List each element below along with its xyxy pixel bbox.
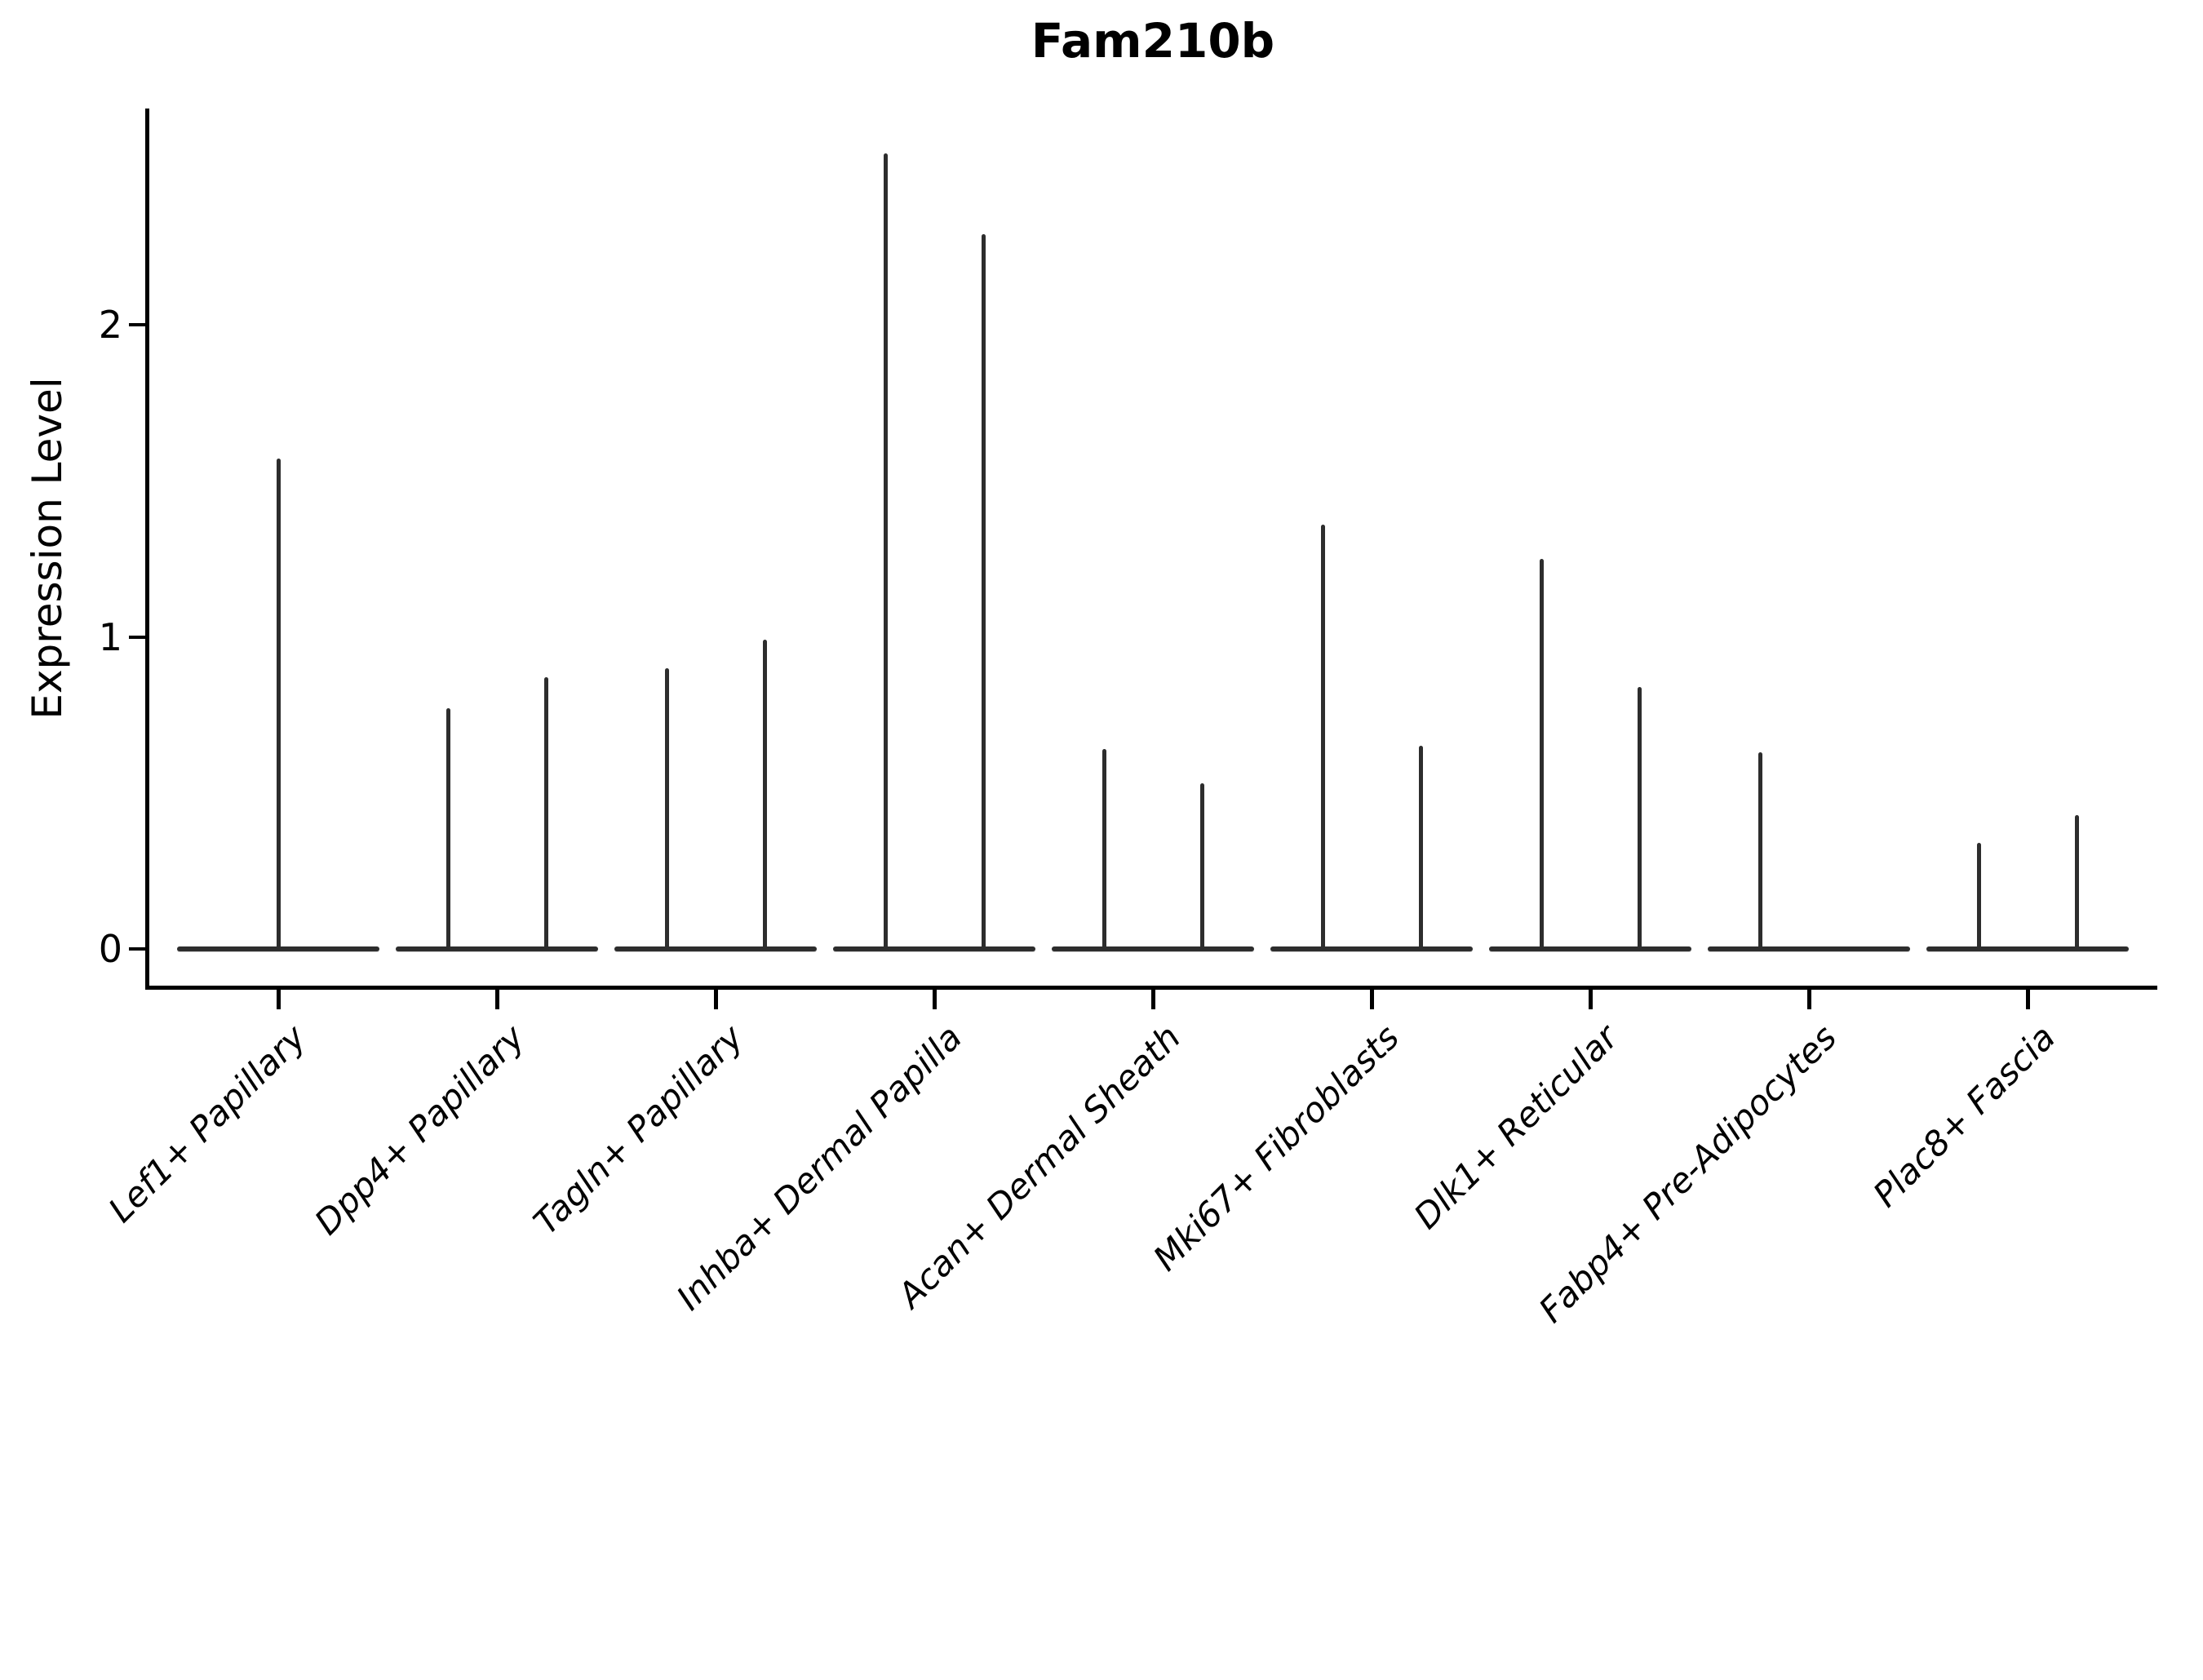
y-tick-label: 0	[98, 927, 122, 971]
violin-max-spike	[544, 677, 548, 949]
violin-max-spike	[1321, 524, 1325, 949]
violin-plot-figure: Fam210b Expression Level 0 1 2 Lef1+ Papill…	[24, 13, 2157, 1330]
x-tick-mark	[1151, 990, 1155, 1009]
violin-max-spike	[277, 459, 281, 949]
violin-body-zero-line	[177, 946, 379, 951]
violin-max-spike	[2075, 814, 2079, 949]
violin-body-zero-line	[1270, 946, 1473, 951]
y-tick-mark	[129, 323, 147, 326]
y-tick-label: 1	[98, 614, 122, 659]
x-axis-spine	[145, 986, 2157, 990]
violin-max-spike	[1977, 842, 1981, 949]
x-tick-label: Lef1+ Papillary	[100, 1017, 314, 1230]
x-tick-mark	[1589, 990, 1593, 1009]
x-tick-mark	[277, 990, 281, 1009]
violin-max-spike	[1540, 558, 1544, 949]
violin-max-spike	[982, 234, 986, 949]
violin-max-spike	[763, 640, 767, 949]
violin-max-spike	[1200, 783, 1204, 949]
x-tick-mark	[714, 990, 718, 1009]
y-axis-label: Expression Level	[24, 377, 71, 720]
violin-max-spike	[446, 708, 450, 949]
violin-body-zero-line	[614, 946, 817, 951]
violin-max-spike	[1638, 686, 1642, 949]
y-tick-mark	[129, 635, 147, 639]
plot-title: Fam210b	[1031, 13, 1275, 69]
x-tick-mark	[495, 990, 499, 1009]
violin-body-zero-line	[1926, 946, 2129, 951]
violin-body-zero-line	[1052, 946, 1254, 951]
violin-body-zero-line	[1708, 946, 1910, 951]
violin-body-zero-line	[833, 946, 1035, 951]
violin-max-spike	[884, 153, 888, 949]
y-tick-label: 2	[98, 303, 122, 347]
violin-body-zero-line	[396, 946, 598, 951]
x-tick-mark	[933, 990, 937, 1009]
violin-max-spike	[1419, 746, 1423, 949]
x-tick-mark	[1370, 990, 1374, 1009]
x-tick-mark	[1807, 990, 1811, 1009]
violin-body-zero-line	[1489, 946, 1691, 951]
violin-max-spike	[1102, 749, 1106, 949]
x-tick-label: Dpp4+ Papillary	[307, 1017, 533, 1243]
violin-max-spike	[665, 667, 669, 949]
y-axis-spine	[145, 109, 149, 990]
x-tick-mark	[2026, 990, 2030, 1009]
violin-max-spike	[1758, 752, 1762, 949]
y-tick-mark	[129, 947, 147, 951]
